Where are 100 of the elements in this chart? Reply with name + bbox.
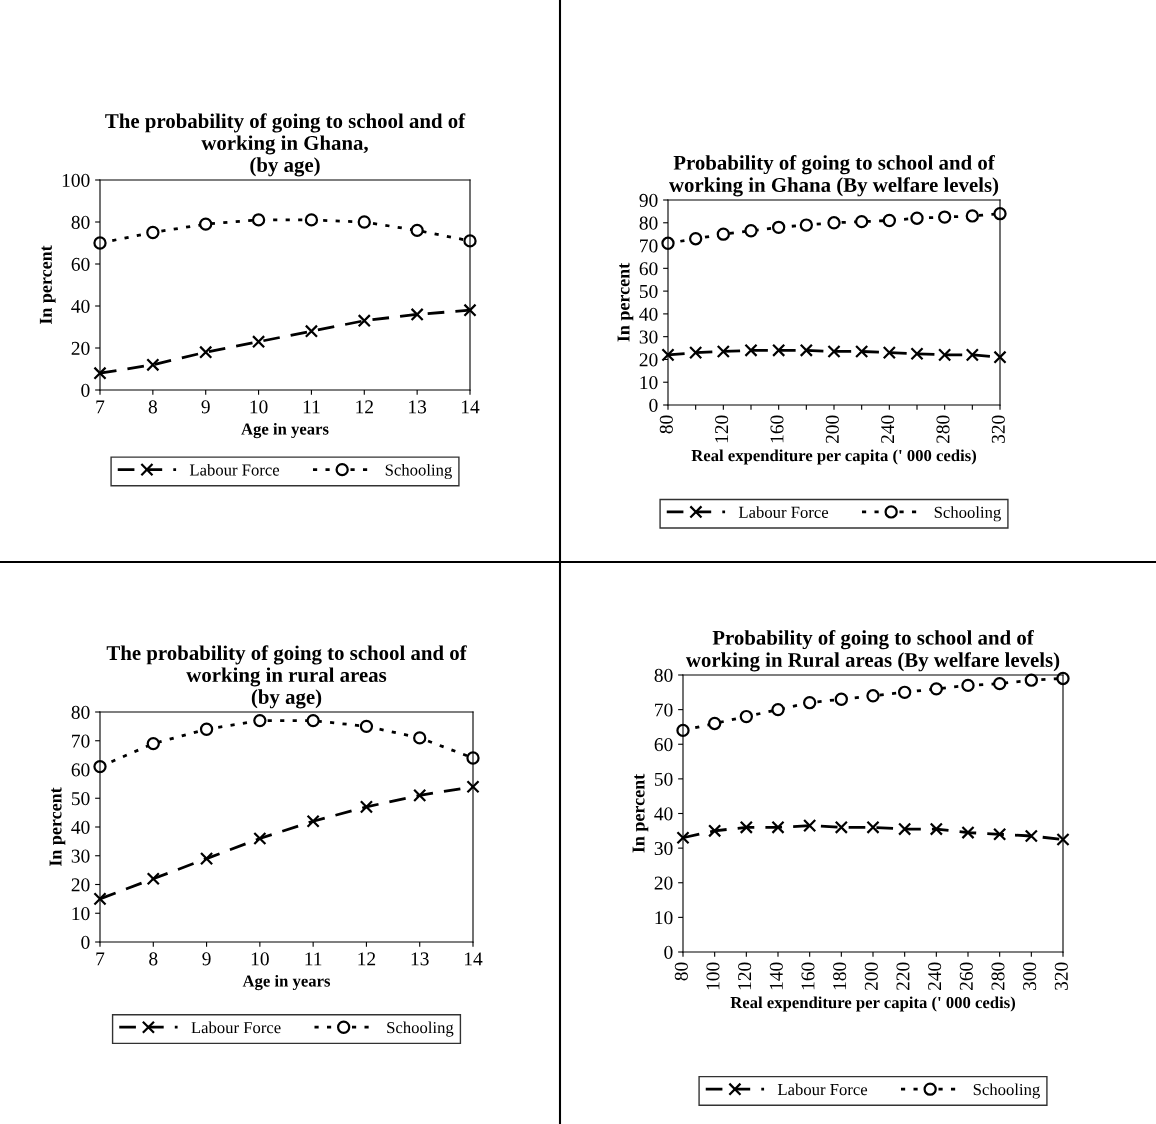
y-tick-label: 0 <box>664 945 673 959</box>
point <box>744 343 758 357</box>
point <box>771 702 785 717</box>
point <box>827 216 841 230</box>
y-axis-title: In percent <box>39 245 56 325</box>
y-tick-label: 10 <box>640 376 658 390</box>
point <box>898 822 912 836</box>
y-tick-label: 20 <box>71 341 90 355</box>
x-tick-label: 320 <box>991 415 1005 443</box>
y-tick-label: 60 <box>71 257 90 271</box>
y-tick-label: 40 <box>71 299 90 313</box>
legend-label: Schooling <box>934 506 1001 522</box>
y-tick-label: 20 <box>71 878 90 892</box>
point <box>306 713 320 728</box>
point <box>1024 829 1038 843</box>
y-tick-label: 30 <box>639 330 658 344</box>
point <box>799 343 813 357</box>
point <box>146 225 160 240</box>
point <box>739 820 753 835</box>
point <box>1056 832 1070 847</box>
y-tick-label: 60 <box>639 262 658 276</box>
y-tick-label: 10 <box>655 911 673 925</box>
point <box>357 314 371 328</box>
point <box>799 218 813 232</box>
point <box>855 344 869 359</box>
point <box>866 689 880 703</box>
point <box>827 344 841 359</box>
y-tick-label: 0 <box>81 383 90 397</box>
x-tick-label: 200 <box>825 415 839 444</box>
point <box>306 814 320 828</box>
x-tick-label: 80 <box>674 962 688 981</box>
x-tick-label: 14 <box>464 952 483 966</box>
legend-label: Schooling <box>387 1021 454 1037</box>
point <box>739 709 753 724</box>
legend-label: Labour Force <box>738 506 829 518</box>
point <box>929 682 943 696</box>
point <box>708 716 722 731</box>
point <box>834 692 848 706</box>
y-tick-label: 80 <box>654 668 673 682</box>
y-tick-label: 40 <box>639 307 658 321</box>
point <box>993 676 1007 691</box>
x-axis-title: Age in years <box>241 422 329 439</box>
x-tick-label: 240 <box>881 415 895 444</box>
x-tick-label: 10 <box>251 952 269 966</box>
x-tick-label: 180 <box>833 962 847 990</box>
point <box>93 366 107 380</box>
point <box>251 213 266 227</box>
point <box>199 722 214 736</box>
point <box>993 350 1007 364</box>
point <box>146 872 160 886</box>
point <box>146 358 160 372</box>
y-tick-label: 80 <box>71 215 90 229</box>
y-tick-label: 70 <box>72 734 90 748</box>
point <box>304 324 319 338</box>
y-tick-label: 40 <box>71 820 90 834</box>
y-tick-label: 30 <box>654 841 673 856</box>
point <box>961 678 975 693</box>
point <box>199 345 213 359</box>
y-axis-title: In percent <box>632 773 649 853</box>
point <box>359 719 374 734</box>
y-tick-label: 80 <box>71 705 90 719</box>
x-tick-label: 140 <box>769 962 783 990</box>
x-tick-label: 240 <box>928 962 942 991</box>
y-tick-label: 10 <box>72 907 90 921</box>
y-axis-title: In percent <box>617 262 634 342</box>
chart-title: The probability of going to school and of working in Ghana, (by age) <box>105 113 466 177</box>
point <box>772 343 786 357</box>
x-tick-label: 9 <box>201 400 210 414</box>
x-tick-label: 14 <box>461 400 480 414</box>
x-tick-label: 13 <box>409 400 427 414</box>
x-tick-label: 12 <box>358 952 376 966</box>
y-tick-label: 0 <box>81 935 90 949</box>
point <box>834 820 848 835</box>
point <box>146 736 160 751</box>
x-tick-label: 160 <box>770 415 784 443</box>
x-axis-title: Age in years <box>242 974 331 991</box>
legend-label: Schooling <box>973 1083 1040 1099</box>
y-axis-title: In percent <box>49 787 66 867</box>
point <box>803 696 817 710</box>
x-tick-label: 100 <box>706 962 720 990</box>
x-tick-label: 13 <box>411 952 429 966</box>
legend-label: Labour Force <box>777 1083 868 1096</box>
point <box>410 307 424 322</box>
y-tick-label: 0 <box>649 398 658 412</box>
x-axis-title: Real expenditure per capita (' 000 cedis) <box>691 449 977 465</box>
y-tick-label: 20 <box>639 353 658 367</box>
point <box>961 825 975 840</box>
x-tick-label: 11 <box>305 952 322 966</box>
x-tick-label: 120 <box>738 962 752 990</box>
point <box>253 713 267 728</box>
point <box>466 780 480 794</box>
point <box>855 214 869 229</box>
point <box>93 892 107 906</box>
x-tick-label: 7 <box>96 400 105 414</box>
x-tick-label: 120 <box>715 415 729 443</box>
point <box>463 303 477 317</box>
point <box>965 348 979 362</box>
y-tick-label: 60 <box>71 763 90 777</box>
point <box>771 820 785 835</box>
point <box>413 788 427 803</box>
